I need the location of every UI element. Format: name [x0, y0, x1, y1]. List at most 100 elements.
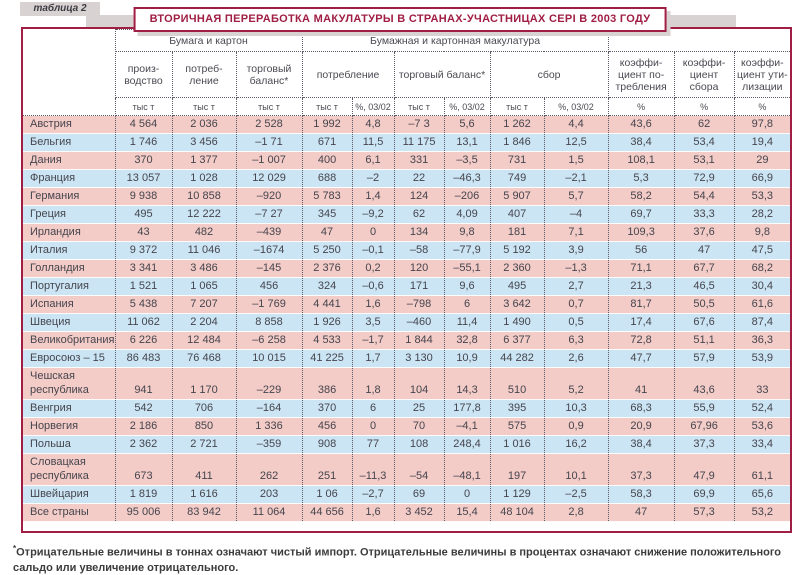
- table-cell: 37,3: [674, 435, 735, 454]
- table-cell: 12,5: [544, 133, 609, 152]
- table-cell: 1 521: [115, 277, 173, 296]
- table-cell: 69,9: [674, 485, 735, 504]
- table-cell: 38,4: [608, 435, 675, 454]
- table-cell: 53,2: [734, 503, 791, 522]
- table-cell: 1 028: [172, 169, 237, 188]
- table-cell: 6 377: [490, 331, 545, 350]
- table-cell: 41: [608, 367, 675, 400]
- country-name: Голландия: [23, 259, 116, 278]
- table-cell: 706: [172, 399, 237, 418]
- table-cell: 55,9: [674, 399, 735, 418]
- table-cell: –0,6: [352, 277, 395, 296]
- table-cell: 1 992: [302, 115, 353, 134]
- table-cell: 370: [302, 399, 353, 418]
- table-cell: –0,1: [352, 241, 395, 260]
- table-cell: 43,6: [674, 367, 735, 400]
- table-cell: 37,6: [674, 223, 735, 242]
- table-cell: 10 858: [172, 187, 237, 206]
- table-cell: –359: [236, 435, 303, 454]
- table-cell: 6,1: [352, 151, 395, 170]
- table-cell: 8 858: [236, 313, 303, 332]
- subheader-consumption-paper: потреб- ление: [172, 51, 237, 98]
- table-cell: 10 015: [236, 349, 303, 368]
- table-cell: 4,09: [444, 205, 491, 224]
- table-cell: 4 564: [115, 115, 173, 134]
- table-cell: 5,2: [544, 367, 609, 400]
- table-cell: 2,7: [544, 277, 609, 296]
- table-cell: 12 222: [172, 205, 237, 224]
- table-cell: 32,8: [444, 331, 491, 350]
- table-cell: 47: [302, 223, 353, 242]
- table-cell: 456: [236, 277, 303, 296]
- table-cell: 4 533: [302, 331, 353, 350]
- table-cell: –145: [236, 259, 303, 278]
- table-cell: 3 486: [172, 259, 237, 278]
- table-row: Ирландия 43 482 –439 47 0 134 9,8 181 7,1 109,3 37,…: [23, 223, 791, 242]
- table-cell: –2,7: [352, 485, 395, 504]
- table-row: Португалия 1 521 1 065 456 324 –0,6 171 9,6 495 2…: [23, 277, 791, 296]
- table-cell: 4 441: [302, 295, 353, 314]
- table-row: Швеция 11 062 2 204 8 858 1 926 3,5 –460 11,4 1 …: [23, 313, 791, 332]
- table-cell: 2,8: [544, 503, 609, 522]
- table-cell: –164: [236, 399, 303, 418]
- table-cell: 47,9: [674, 453, 735, 486]
- table-cell: 53,6: [734, 417, 791, 436]
- units-spacer: [23, 97, 116, 116]
- country-name: Все страны: [23, 503, 116, 522]
- table-cell: 181: [490, 223, 545, 242]
- table-cell: 41 225: [302, 349, 353, 368]
- table-cell: –1 007: [236, 151, 303, 170]
- table-cell: 38,4: [608, 133, 675, 152]
- table-cell: 51,1: [674, 331, 735, 350]
- table-cell: 50,5: [674, 295, 735, 314]
- table-cell: 0,7: [544, 295, 609, 314]
- table-cell: 97,8: [734, 115, 791, 134]
- table-cell: 69,7: [608, 205, 675, 224]
- table-cell: 171: [394, 277, 445, 296]
- table-row: Бельгия 1 746 3 456 –1 71 671 11,5 11 175 13,1 1…: [23, 133, 791, 152]
- table-row: Австрия 4 564 2 036 2 528 1 992 4,8 –7 3 5,6 1 2…: [23, 115, 791, 134]
- table-cell: –460: [394, 313, 445, 332]
- table-cell: 1,4: [352, 187, 395, 206]
- table-cell: 2 362: [115, 435, 173, 454]
- table-cell: 1 016: [490, 435, 545, 454]
- group-header-paper: Бумага и картон: [115, 29, 303, 52]
- table-cell: 67,7: [674, 259, 735, 278]
- table-cell: 68,2: [734, 259, 791, 278]
- table-cell: 44 282: [490, 349, 545, 368]
- country-name: Франция: [23, 169, 116, 188]
- table-cell: 12 029: [236, 169, 303, 188]
- table-cell: 850: [172, 417, 237, 436]
- table-cell: 749: [490, 169, 545, 188]
- table-cell: 95 006: [115, 503, 173, 522]
- table-cell: 2 360: [490, 259, 545, 278]
- table-cell: 510: [490, 367, 545, 400]
- table-row: Словацкая республика 673 411 262 251 –11,3 –54…: [23, 453, 791, 486]
- footnote-asterisk: *: [13, 544, 17, 553]
- table-cell: 65,6: [734, 485, 791, 504]
- table-cell: 203: [236, 485, 303, 504]
- table-cell: 62: [394, 205, 445, 224]
- table-cell: 19,4: [734, 133, 791, 152]
- table-cell: 44 656: [302, 503, 353, 522]
- table-cell: 9,8: [734, 223, 791, 242]
- table-cell: 108: [394, 435, 445, 454]
- table-cell: 57,3: [674, 503, 735, 522]
- table-cell: 12 484: [172, 331, 237, 350]
- table-cell: 9 938: [115, 187, 173, 206]
- table-cell: 5 250: [302, 241, 353, 260]
- table-cell: –48,1: [444, 453, 491, 486]
- table-cell: 324: [302, 277, 353, 296]
- table-cell: 30,4: [734, 277, 791, 296]
- table-cell: 134: [394, 223, 445, 242]
- table-cell: 1 336: [236, 417, 303, 436]
- table-cell: 58,2: [608, 187, 675, 206]
- table-cell: 47,7: [608, 349, 675, 368]
- table-row: Великобритания 6 226 12 484 –6 258 4 533 –1,7…: [23, 331, 791, 350]
- table-cell: 46,5: [674, 277, 735, 296]
- table-cell: 3 456: [172, 133, 237, 152]
- table-cell: 671: [302, 133, 353, 152]
- table-cell: 251: [302, 453, 353, 486]
- table-cell: 2 204: [172, 313, 237, 332]
